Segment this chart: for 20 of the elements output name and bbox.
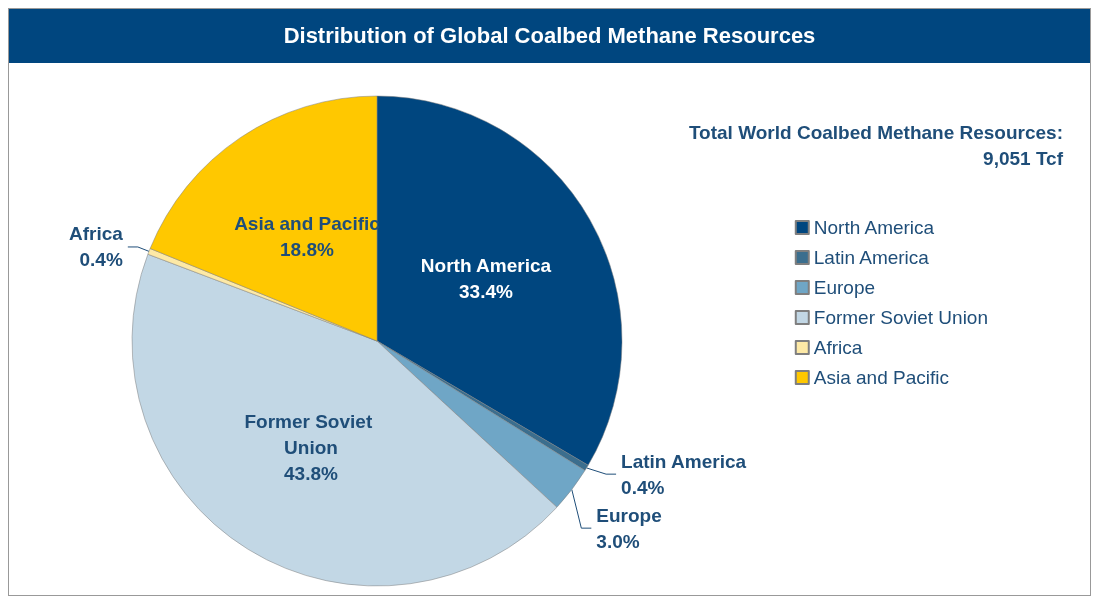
legend-label: Former Soviet Union [813, 307, 989, 328]
slice-label: Former Soviet Union [244, 411, 378, 459]
legend-label: North America [813, 217, 935, 238]
data-label: 33.4% [459, 281, 513, 303]
data-label: 3.0% [596, 530, 640, 552]
slice-label: Europe [596, 504, 662, 526]
slice-label: Latin America [621, 450, 747, 472]
legend-label: Asia and Pacific [813, 367, 949, 388]
data-label: 0.4% [79, 249, 123, 271]
data-label: 0.4% [621, 476, 665, 498]
legend-label: Europe [813, 277, 876, 298]
legend-label: Latin America [813, 247, 930, 268]
data-label: 43.8% [284, 463, 339, 485]
text: 9,051 Tcf [983, 148, 1064, 169]
legend-label: Africa [813, 337, 863, 358]
chart-title: Distribution of Global Coalbed Methane Resources [9, 9, 1090, 63]
slice-label: North America [420, 255, 552, 277]
data-label: 18.8% [280, 239, 335, 261]
slice-label: Africa [68, 223, 124, 245]
text: Total World Coalbed Methane Resources: [688, 122, 1063, 143]
